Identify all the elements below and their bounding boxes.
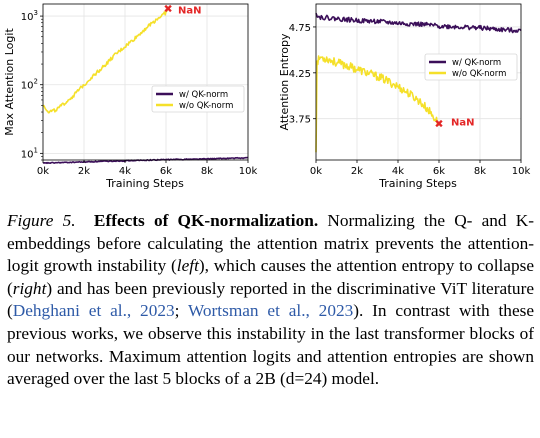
y-tick-label: 3.75 [289,115,311,126]
x-tick-label: 0k [37,166,49,177]
caption-text-4: ). In contrast with these previous works… [7,301,535,389]
y-tick-label: 103 [21,9,38,23]
x-tick-label: 6k [433,166,445,177]
left-plot-frame [42,3,249,161]
left-nan-marker-icon: ✖ [163,3,172,16]
x-tick-label: 4k [119,166,131,177]
right-nan-label: NaN [451,117,475,128]
x-tick-label: 2k [78,166,90,177]
series-line-no-qknorm [315,55,440,153]
left-grid [42,4,249,160]
left-y-axis-label: Max Attention Logit [3,28,16,136]
series-line-qknorm [315,12,522,34]
citation-dehghani-link[interactable]: Dehghani et al., 2023 [12,301,175,321]
caption-citation-separator: ; [174,301,188,321]
caption-text-2: ), which causes the attention entropy to… [7,256,534,298]
right-plot-frame [315,3,522,161]
x-tick-label: 4k [392,166,404,177]
right-legend: w/ QK-norm w/o QK-norm [424,53,518,81]
caption-figure-label: Figure 5. [7,211,76,230]
x-tick-label: 10k [512,166,531,177]
left-x-axis-label: Training Steps [105,177,184,190]
citation-wortsman-link[interactable]: Wortsman et al., 2023 [187,301,354,321]
y-tick-label: 4.25 [289,69,311,80]
right-legend-label-no-qknorm: w/o QK-norm [452,69,506,79]
right-tick-labels: 0k 2k 4k 6k 8k 10k 3.75 4.25 4.75 [289,23,531,177]
caption-right-ref: right [12,278,47,298]
series-line-no-qknorm [42,8,169,114]
caption-text-1: Normalizing the Q- and K-embeddings befo… [7,211,534,276]
caption-left-ref: left [176,256,199,276]
right-x-axis-label: Training Steps [378,177,457,190]
x-tick-label: 2k [351,166,363,177]
left-legend-label-no-qknorm: w/o QK-norm [179,101,233,111]
x-tick-label: 6k [160,166,172,177]
left-chart: 0k 2k 4k 6k 8k 10k 101 102 103 Training Steps Ma… [3,3,257,190]
right-chart: 0k 2k 4k 6k 8k 10k 3.75 4.25 4.75 Training Steps… [278,3,531,190]
left-legend-box [151,85,245,113]
right-series-lines [315,12,522,153]
x-tick-label: 0k [310,166,322,177]
caption-text-3: ) and has been previously reported in th… [7,278,534,321]
left-legend: w/ QK-norm w/o QK-norm [151,85,245,113]
left-tick-labels: 0k 2k 4k 6k 8k 10k 101 102 103 [21,9,258,177]
left-nan-annotation: ✖ NaN [163,3,201,17]
y-tick-label: 101 [21,146,38,160]
right-legend-box [424,53,518,81]
x-tick-label: 10k [239,166,258,177]
left-nan-label: NaN [178,6,202,17]
right-y-axis-label: Attention Entropy [278,33,291,130]
caption-title: Effects of QK-normalization. [93,211,319,230]
y-tick-label: 102 [21,78,38,92]
figure-panels: 0k 2k 4k 6k 8k 10k 101 102 103 Training Steps Ma… [3,3,531,190]
y-tick-label: 4.75 [289,23,311,34]
x-tick-label: 8k [474,166,486,177]
right-legend-label-qknorm: w/ QK-norm [452,58,501,68]
x-tick-label: 8k [201,166,213,177]
left-legend-label-qknorm: w/ QK-norm [179,90,228,100]
right-nan-marker-icon: ✖ [434,117,443,130]
right-nan-annotation: ✖ NaN [434,117,474,130]
figure-caption: Figure 5. Effects of QK-normalization. N… [7,210,534,391]
